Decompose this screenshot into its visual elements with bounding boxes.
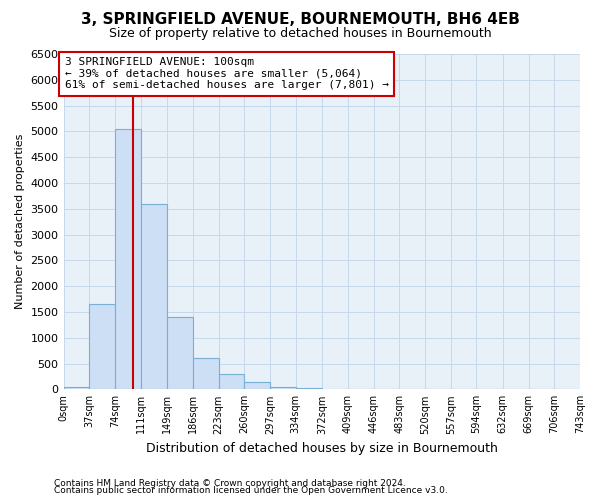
Bar [140,204,167,390]
Bar [89,304,115,390]
Bar [244,382,270,390]
Bar [167,317,193,390]
Text: 3 SPRINGFIELD AVENUE: 100sqm
← 39% of detached houses are smaller (5,064)
61% of: 3 SPRINGFIELD AVENUE: 100sqm ← 39% of de… [65,57,389,90]
Bar [296,388,322,390]
Bar [270,386,296,390]
Bar [64,386,89,390]
Bar [193,358,218,390]
Y-axis label: Number of detached properties: Number of detached properties [15,134,25,310]
Text: Size of property relative to detached houses in Bournemouth: Size of property relative to detached ho… [109,28,491,40]
X-axis label: Distribution of detached houses by size in Bournemouth: Distribution of detached houses by size … [146,442,498,455]
Text: Contains HM Land Registry data © Crown copyright and database right 2024.: Contains HM Land Registry data © Crown c… [54,478,406,488]
Bar [218,374,244,390]
Text: 3, SPRINGFIELD AVENUE, BOURNEMOUTH, BH6 4EB: 3, SPRINGFIELD AVENUE, BOURNEMOUTH, BH6 … [80,12,520,28]
Bar [115,129,140,390]
Text: Contains public sector information licensed under the Open Government Licence v3: Contains public sector information licen… [54,486,448,495]
